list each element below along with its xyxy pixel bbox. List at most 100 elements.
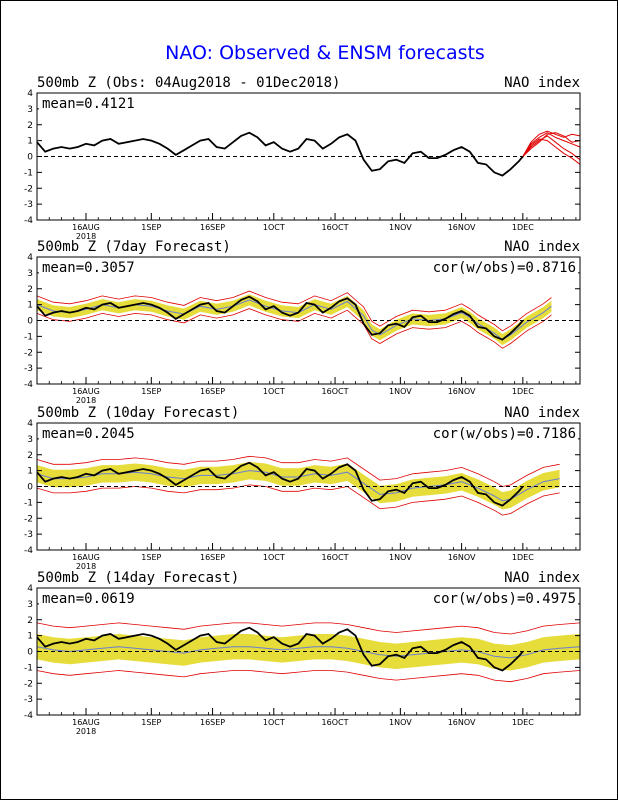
y-tick-label: -1 — [24, 498, 33, 508]
observed-line — [36, 131, 524, 177]
observed-line — [36, 461, 524, 507]
envelope-lower-line — [36, 484, 560, 516]
x-tick-label: 1OCT — [263, 718, 285, 727]
forecast-member-line — [522, 132, 581, 157]
y-tick-label: 0 — [27, 483, 33, 493]
x-tick-label: 16OCT — [322, 553, 349, 562]
x-tick-label: 16SEP — [200, 387, 225, 396]
y-tick-label: -3 — [24, 200, 33, 210]
forecast-member-line — [522, 132, 581, 157]
y-tick-label: 0 — [27, 317, 33, 327]
y-tick-label: 3 — [27, 269, 33, 279]
envelope-lower-line — [36, 308, 552, 349]
x-tick-label: 16AUG — [72, 387, 100, 396]
panel-3: 500mb Z (10day Forecast) NAO index 4 3 2 1 0 -1… — [24, 405, 581, 571]
mean-label-bg — [39, 259, 138, 275]
panel-index-label: NAO index — [504, 570, 580, 586]
mean-label-bg — [39, 425, 138, 441]
x-tick-label: 1SEP — [141, 387, 161, 396]
x-tick-label: 1NOV — [389, 718, 412, 727]
y-tick-label: -4 — [24, 711, 33, 721]
x-tick-label: 16AUG — [72, 553, 100, 562]
panel-index-label: NAO index — [504, 239, 580, 255]
x-tick-year-label: 2018 — [76, 727, 96, 736]
correlation-label: cor(w/obs)=0.4975 — [433, 591, 576, 607]
cor-label-bg — [429, 259, 578, 275]
y-tick-label: 2 — [27, 285, 33, 295]
y-tick-label: -2 — [24, 348, 33, 358]
cor-label-bg — [429, 425, 578, 441]
panel-2: 500mb Z (7day Forecast) NAO index 4 3 2 1 0 -1 -… — [24, 239, 581, 405]
x-tick-label: 16AUG — [72, 718, 100, 727]
x-tick-label: 1NOV — [389, 553, 412, 562]
spread-band — [37, 461, 560, 510]
panel-4: 500mb Z (14day Forecast) NAO index 4 3 2 1 0 -1… — [24, 570, 581, 736]
mean-label: mean=0.0619 — [42, 591, 135, 607]
x-tick-label: 16NOV — [448, 718, 476, 727]
y-tick-label: -3 — [24, 530, 33, 540]
spread-band — [37, 634, 580, 671]
x-tick-label: 1SEP — [141, 223, 161, 232]
x-tick-label: 16NOV — [448, 387, 476, 396]
x-tick-label: 1NOV — [389, 223, 412, 232]
y-tick-label: 2 — [27, 616, 33, 626]
x-tick-label: 1OCT — [263, 553, 285, 562]
y-tick-label: 2 — [27, 451, 33, 461]
y-tick-label: 0 — [27, 153, 33, 163]
envelope-upper-line — [36, 455, 560, 487]
cor-label-bg — [429, 590, 578, 606]
y-tick-label: 4 — [27, 584, 33, 594]
x-tick-label: 16OCT — [322, 223, 349, 232]
x-tick-year-label: 2018 — [76, 232, 96, 241]
x-tick-label: 1DEC — [512, 718, 534, 727]
forecast-member-line — [522, 135, 581, 161]
mean-label: mean=0.3057 — [42, 260, 135, 276]
ensemble-mean-line — [36, 646, 581, 659]
x-tick-label: 16OCT — [322, 387, 349, 396]
x-tick-label: 16AUG — [72, 223, 100, 232]
spread-band — [37, 294, 552, 346]
mean-label-bg — [39, 590, 138, 606]
x-tick-label: 16SEP — [200, 718, 225, 727]
correlation-label: cor(w/obs)=0.7186 — [433, 426, 576, 442]
panel-index-label: NAO index — [504, 75, 580, 91]
observed-line — [36, 626, 524, 672]
y-tick-label: 3 — [27, 600, 33, 610]
panel-title: 500mb Z (14day Forecast) — [37, 570, 239, 586]
y-tick-label: -3 — [24, 695, 33, 705]
y-tick-label: 1 — [27, 137, 33, 147]
x-tick-label: 1OCT — [263, 387, 285, 396]
y-tick-label: -2 — [24, 679, 33, 689]
envelope-upper-line — [36, 290, 552, 332]
y-tick-label: -2 — [24, 514, 33, 524]
y-tick-label: -1 — [24, 332, 33, 342]
envelope-lower-line — [36, 670, 581, 683]
x-tick-label: 16OCT — [322, 718, 349, 727]
y-tick-label: -3 — [24, 364, 33, 374]
correlation-label: cor(w/obs)=0.8716 — [433, 260, 576, 276]
y-tick-label: -4 — [24, 546, 33, 556]
y-tick-label: 4 — [27, 253, 33, 263]
y-tick-label: 1 — [27, 301, 33, 311]
forecast-member-line — [522, 138, 581, 165]
y-tick-label: 4 — [27, 419, 33, 429]
mean-label-bg — [39, 95, 138, 111]
mean-label: mean=0.4121 — [42, 96, 135, 112]
mean-label: mean=0.2045 — [42, 426, 135, 442]
x-tick-label: 1DEC — [512, 223, 534, 232]
y-tick-label: 4 — [27, 89, 33, 99]
y-tick-label: -2 — [24, 184, 33, 194]
envelope-upper-line — [36, 622, 581, 635]
x-tick-label: 1OCT — [263, 223, 285, 232]
x-tick-label: 1DEC — [512, 553, 534, 562]
x-tick-label: 1DEC — [512, 387, 534, 396]
y-tick-label: -4 — [24, 216, 33, 226]
y-tick-label: -4 — [24, 380, 33, 390]
panel-title: 500mb Z (10day Forecast) — [37, 405, 239, 421]
y-tick-label: 3 — [27, 105, 33, 115]
figure-title: NAO: Observed & ENSM forecasts — [165, 42, 485, 64]
x-tick-label: 16SEP — [200, 223, 225, 232]
y-tick-label: -1 — [24, 663, 33, 673]
y-tick-label: 2 — [27, 121, 33, 131]
